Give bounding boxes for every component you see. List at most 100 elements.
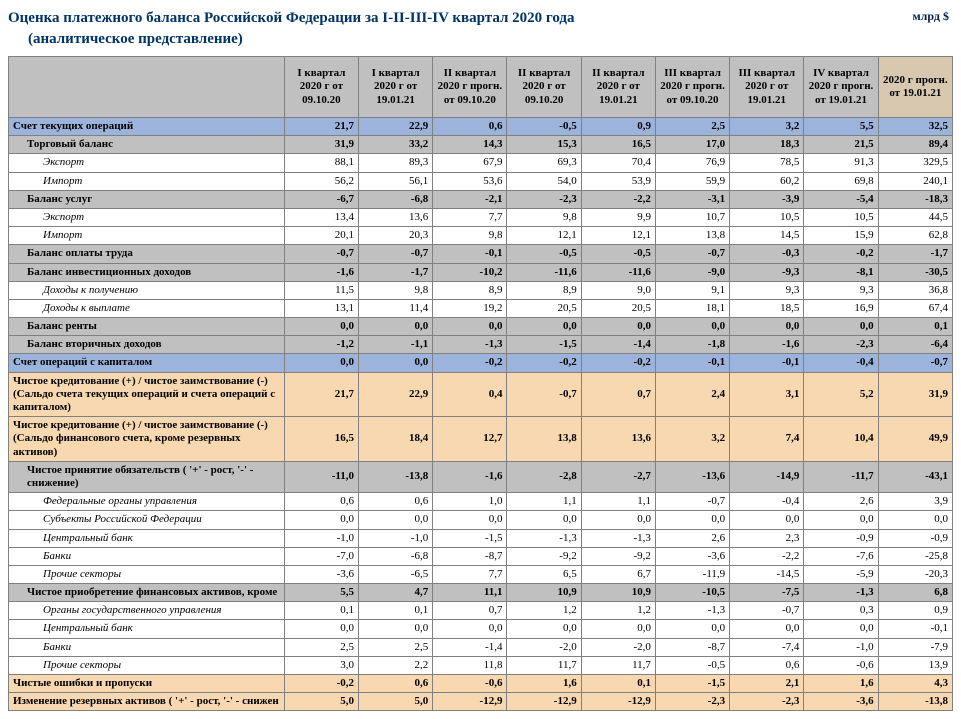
cell: 62,8	[878, 227, 952, 245]
table-row: Экспорт88,189,367,969,370,476,978,591,33…	[9, 154, 953, 172]
cell: 53,6	[433, 172, 507, 190]
cell: -0,4	[730, 493, 804, 511]
row-label: Торговый баланс	[9, 136, 285, 154]
cell: 2,5	[655, 118, 729, 136]
cell: 59,9	[655, 172, 729, 190]
cell: -20,3	[878, 565, 952, 583]
cell: 9,8	[359, 281, 433, 299]
cell: 13,9	[878, 656, 952, 674]
cell: 11,7	[581, 656, 655, 674]
cell: -3,6	[655, 547, 729, 565]
cell: 18,3	[730, 136, 804, 154]
cell: 2,1	[730, 675, 804, 693]
cell: -0,2	[433, 354, 507, 372]
cell: 7,7	[433, 565, 507, 583]
row-label: Баланс услуг	[9, 190, 285, 208]
row-label: Баланс оплаты труда	[9, 245, 285, 263]
cell: 2,4	[655, 372, 729, 417]
cell: -1,6	[284, 263, 358, 281]
cell: 0,6	[730, 656, 804, 674]
cell: 1,1	[507, 493, 581, 511]
cell: 0,0	[655, 620, 729, 638]
cell: -2,2	[581, 190, 655, 208]
cell: -6,4	[878, 336, 952, 354]
cell: -1,0	[804, 638, 878, 656]
cell: -7,4	[730, 638, 804, 656]
cell: -14,5	[730, 565, 804, 583]
header-row: I квартал 2020 г от 09.10.20 I квартал 2…	[9, 57, 953, 118]
cell: -1,4	[433, 638, 507, 656]
cell: 53,9	[581, 172, 655, 190]
cell: 18,4	[359, 417, 433, 462]
cell: 0,6	[359, 675, 433, 693]
header-col: II квартал 2020 г от 19.01.21	[581, 57, 655, 118]
cell: 0,1	[284, 602, 358, 620]
cell: -43,1	[878, 461, 952, 492]
cell: 0,1	[878, 318, 952, 336]
cell: 0,0	[730, 620, 804, 638]
cell: -0,9	[804, 529, 878, 547]
table-row: Баланс оплаты труда-0,7-0,7-0,1-0,5-0,5-…	[9, 245, 953, 263]
cell: -1,6	[730, 336, 804, 354]
cell: -12,9	[507, 693, 581, 711]
cell: 9,8	[433, 227, 507, 245]
cell: -11,0	[284, 461, 358, 492]
cell: 5,5	[804, 118, 878, 136]
cell: 78,5	[730, 154, 804, 172]
cell: 5,0	[359, 693, 433, 711]
cell: 0,0	[581, 318, 655, 336]
cell: 22,9	[359, 118, 433, 136]
cell: -7,0	[284, 547, 358, 565]
cell: 56,1	[359, 172, 433, 190]
cell: -6,8	[359, 190, 433, 208]
cell: 5,5	[284, 584, 358, 602]
cell: 0,0	[284, 354, 358, 372]
cell: 1,2	[581, 602, 655, 620]
balance-table: I квартал 2020 г от 09.10.20 I квартал 2…	[8, 56, 953, 711]
cell: 22,9	[359, 372, 433, 417]
cell: 56,2	[284, 172, 358, 190]
row-label: Счет текущих операций	[9, 118, 285, 136]
table-row: Импорт20,120,39,812,112,113,814,515,962,…	[9, 227, 953, 245]
cell: 0,7	[433, 602, 507, 620]
cell: -2,3	[804, 336, 878, 354]
row-label: Изменение резервных активов ( '+' - рост…	[9, 693, 285, 711]
cell: -11,9	[655, 565, 729, 583]
cell: 7,7	[433, 208, 507, 226]
cell: 16,5	[581, 136, 655, 154]
row-label: Банки	[9, 638, 285, 656]
cell: -30,5	[878, 263, 952, 281]
cell: 6,7	[581, 565, 655, 583]
cell: 7,4	[730, 417, 804, 462]
cell: 0,0	[433, 511, 507, 529]
cell: 0,0	[507, 511, 581, 529]
table-row: Доходы к получению11,59,88,98,99,09,19,3…	[9, 281, 953, 299]
table-row: Изменение резервных активов ( '+' - рост…	[9, 693, 953, 711]
cell: -1,5	[433, 529, 507, 547]
cell: 10,9	[507, 584, 581, 602]
cell: 32,5	[878, 118, 952, 136]
cell: -6,7	[284, 190, 358, 208]
cell: -18,3	[878, 190, 952, 208]
cell: -0,2	[804, 245, 878, 263]
unit-label: млрд $	[913, 8, 950, 25]
cell: -13,8	[359, 461, 433, 492]
cell: 10,5	[804, 208, 878, 226]
cell: 18,5	[730, 299, 804, 317]
table-row: Прочие секторы-3,6-6,57,76,56,7-11,9-14,…	[9, 565, 953, 583]
cell: 0,9	[581, 118, 655, 136]
cell: -14,9	[730, 461, 804, 492]
cell: -6,5	[359, 565, 433, 583]
cell: -9,0	[655, 263, 729, 281]
row-label: Счет операций с капиталом	[9, 354, 285, 372]
cell: 3,2	[655, 417, 729, 462]
cell: 0,6	[433, 118, 507, 136]
header-col: III квартал 2020 г прогн. от 09.10.20	[655, 57, 729, 118]
cell: 0,0	[284, 620, 358, 638]
cell: 0,0	[581, 620, 655, 638]
cell: 0,9	[878, 602, 952, 620]
cell: -0,4	[804, 354, 878, 372]
cell: 6,8	[878, 584, 952, 602]
cell: 2,6	[804, 493, 878, 511]
cell: 89,3	[359, 154, 433, 172]
